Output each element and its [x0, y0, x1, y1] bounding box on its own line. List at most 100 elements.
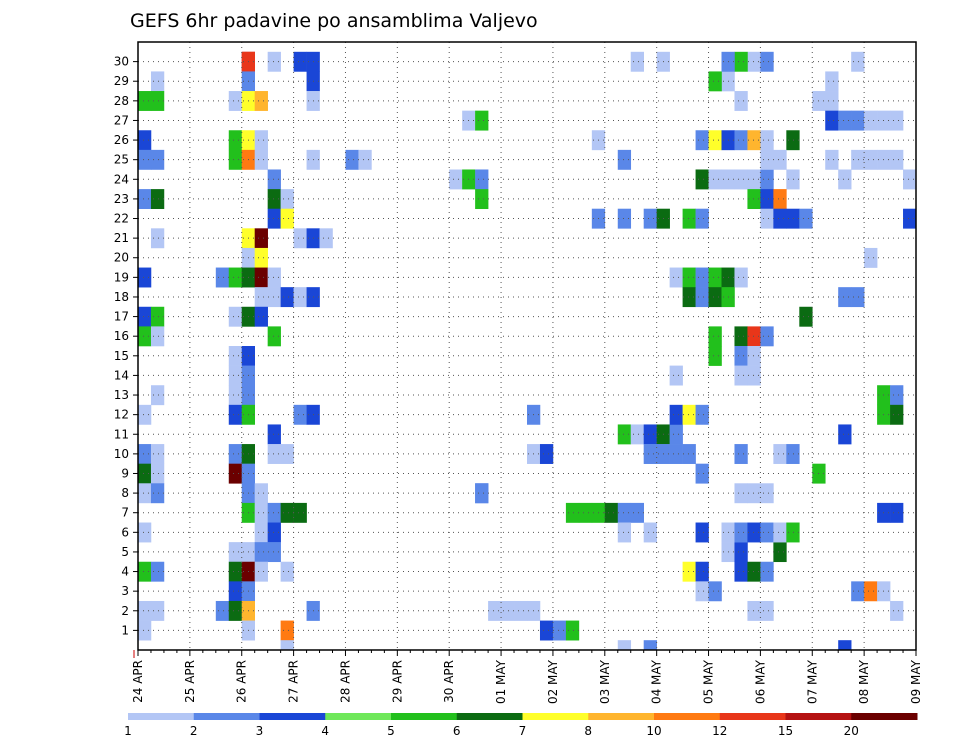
heatmap-cell	[734, 51, 748, 72]
heatmap-cell	[838, 287, 852, 308]
heatmap-cell	[643, 444, 657, 464]
heatmap-cell	[838, 424, 852, 445]
heatmap-cell	[267, 542, 281, 563]
heatmap-cell	[760, 326, 774, 347]
heatmap-cell	[682, 287, 696, 308]
heatmap-cell	[734, 91, 748, 111]
heatmap-cell	[760, 189, 774, 210]
colorbar-segment	[719, 713, 786, 720]
heatmap-cell	[267, 189, 281, 210]
heatmap-cell	[228, 306, 243, 327]
colorbar-label: 6	[453, 724, 461, 738]
heatmap-cell	[864, 110, 878, 131]
heatmap-cell	[150, 385, 165, 406]
y-tick-label: 23	[114, 192, 129, 206]
heatmap-cell	[734, 561, 748, 582]
x-tick-label: 30 APR	[442, 660, 456, 703]
colorbar-segment	[588, 713, 655, 720]
heatmap-cell	[150, 306, 165, 327]
heatmap-cell	[734, 130, 748, 151]
y-tick-label: 25	[114, 153, 129, 167]
heatmap-cell	[760, 600, 774, 621]
heatmap-cell	[734, 444, 748, 464]
y-tick-label: 14	[114, 368, 129, 382]
heatmap-cell	[643, 640, 657, 651]
heatmap-cell	[617, 522, 632, 543]
heatmap-cell	[760, 561, 774, 582]
colorbar-label: 20	[844, 724, 859, 738]
heatmap-cell	[267, 326, 281, 347]
heatmap-cell	[630, 502, 644, 523]
colorbar-label: 10	[646, 724, 661, 738]
y-tick-label: 20	[114, 251, 129, 265]
y-tick-label: 6	[121, 525, 129, 539]
x-tick-label: 06 MAY	[753, 659, 767, 704]
heatmap-cell	[138, 91, 152, 111]
colorbar-segment	[391, 713, 458, 720]
heatmap-cell	[617, 424, 632, 445]
heatmap-cell	[138, 326, 152, 347]
heatmap-cell	[280, 208, 294, 229]
heatmap-cell	[449, 169, 463, 190]
heatmap-cell	[669, 424, 683, 445]
x-tick-label: 05 MAY	[702, 659, 716, 704]
heatmap-cell	[150, 149, 165, 170]
y-tick-label: 27	[114, 113, 129, 127]
heatmap-cell	[708, 130, 722, 151]
heatmap-cell	[150, 326, 165, 347]
heatmap-cell	[293, 228, 307, 249]
y-tick-label: 29	[114, 74, 129, 88]
heatmap-cell	[773, 208, 787, 229]
heatmap-cell	[734, 346, 748, 366]
heatmap-cell	[695, 130, 709, 151]
heatmap-cell	[760, 208, 774, 229]
heatmap-cell	[578, 502, 593, 523]
heatmap-cell	[682, 267, 696, 288]
heatmap-cell	[228, 561, 243, 582]
heatmap-cell	[747, 51, 761, 72]
x-tick-label: 01 MAY	[494, 659, 508, 704]
y-tick-label: 7	[121, 506, 129, 520]
heatmap-cell	[695, 169, 709, 190]
heatmap-cell	[773, 444, 787, 464]
heatmap-cell	[267, 444, 281, 464]
heatmap-cell	[150, 444, 165, 464]
heatmap-cell	[138, 463, 152, 484]
heatmap-cell	[150, 228, 165, 249]
heatmap-cell	[254, 149, 268, 170]
heatmap-cell	[293, 502, 307, 523]
y-tick-label: 8	[121, 486, 129, 500]
heatmap-cell	[254, 228, 268, 249]
heatmap-cell	[280, 287, 294, 308]
heatmap-cell	[138, 620, 152, 641]
heatmap-cell	[617, 502, 632, 523]
heatmap-cell	[695, 287, 709, 308]
heatmap-cell	[890, 502, 904, 523]
heatmap-cells	[138, 51, 917, 651]
heatmap-cell	[669, 444, 683, 464]
heatmap-cell	[669, 267, 683, 288]
heatmap-cell	[708, 169, 722, 190]
heatmap-cell	[138, 267, 152, 288]
heatmap-cell	[254, 287, 268, 308]
heatmap-cell	[747, 189, 761, 210]
heatmap-cell	[552, 620, 567, 641]
heatmap-cell	[254, 306, 268, 327]
heatmap-cell	[254, 561, 268, 582]
heatmap-cell	[267, 208, 281, 229]
heatmap-cell	[565, 620, 580, 641]
heatmap-cell	[280, 640, 294, 651]
colorbar-segment	[851, 713, 918, 720]
heatmap-cell	[734, 169, 748, 190]
heatmap-cell	[825, 149, 839, 170]
y-tick-label: 30	[114, 55, 129, 69]
heatmap-cell	[150, 600, 165, 621]
heatmap-cell	[228, 91, 243, 111]
y-tick-label: 17	[114, 310, 129, 324]
x-tick-label: 26 APR	[235, 660, 249, 703]
heatmap-cell	[760, 169, 774, 190]
colorbar: 1 2 3 4 5 6 7 8 10 12 15 20	[124, 713, 918, 738]
heatmap-cell	[617, 149, 632, 170]
heatmap-cell	[254, 522, 268, 543]
heatmap-cell	[254, 130, 268, 151]
